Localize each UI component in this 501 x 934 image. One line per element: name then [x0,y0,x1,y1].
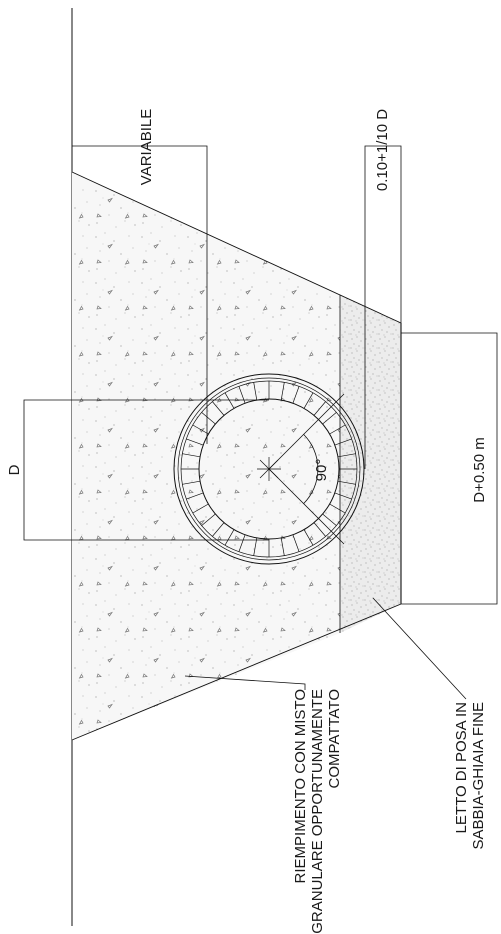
pipe-wall-tick [329,503,346,514]
pipe-wall-tick [292,534,300,552]
pipe-wall-tick [280,382,285,401]
pipe-wall-tick [224,392,235,409]
bedding-label-line2: SABBIA-GHIAIA FINE [470,702,487,850]
pipe-wall-tick [322,412,337,425]
pipe-wall-ticks [181,381,357,557]
pipe-wall-tick [253,382,258,401]
pipe-wall-tick [334,438,352,446]
pipe-wall-tick [224,529,235,546]
bedding-depth-dimension [364,145,402,469]
pipe-wall-tick [192,424,209,435]
trench-wall-top [71,171,402,324]
trench-width-dimension [401,332,498,605]
support-angle-ray [268,393,345,470]
pipe-wall-tick [186,438,204,446]
pipe-wall-tick [192,503,209,514]
pipe-wall-tick [201,513,216,526]
pipe-wall-tick [313,522,326,537]
backfill-label-line3: COMPATTATO [326,689,343,788]
support-angle-arc [303,434,319,504]
pipe-wall-tick [182,480,201,485]
pipe-wall-tick [303,392,314,409]
pipe-wall-tick [201,412,216,425]
pipe-wall-tick [337,480,356,485]
pipe-wall-tick [322,513,337,526]
support-angle-ray [268,468,345,545]
trench-wall-bottom [71,603,402,741]
pipe-wall-tick [313,401,326,416]
pipe-wall-tick [186,492,204,500]
pipe-outer-wall [173,373,365,565]
pipe-wall-tick [253,537,258,556]
backfill-label-line1: RIEMPIMENTO CON MISTO [292,689,309,883]
pipe-wall-tick [303,529,314,546]
trench-width-label: D+0.50 m [471,437,488,502]
pipe-wall-tick [329,424,346,435]
pipe-diameter-dimension [23,399,269,541]
bedding-label-line1: LETTO DI POSA IN [453,702,470,833]
bedding-layer [340,295,401,633]
pipe-wall-tick [238,534,246,552]
variabile-label: VARIABILE [138,109,155,185]
pipe-diameter-label: D [6,464,23,475]
pipe: 90° [173,373,365,565]
pipe-wall-tick [337,453,356,458]
pipe-wall-tick [212,401,225,416]
pipe-wall-tick [182,453,201,458]
pipe-wall-tick [292,386,300,404]
backfill-leader-line [184,675,306,690]
bedding-leader-line [372,597,467,700]
angle-label: 90° [313,459,330,482]
backfill-area [72,172,340,740]
variabile-dimension [72,145,208,444]
backfill-label-line2: GRANULARE OPPORTUNAMENTE [309,689,326,934]
pipe-wall-line [177,377,361,561]
bedding-depth-label: 0.10+1/10 D [374,109,391,191]
pipe-wall-tick [280,537,285,556]
pipe-wall-tick [334,492,352,500]
pipe-wall-tick [212,522,225,537]
